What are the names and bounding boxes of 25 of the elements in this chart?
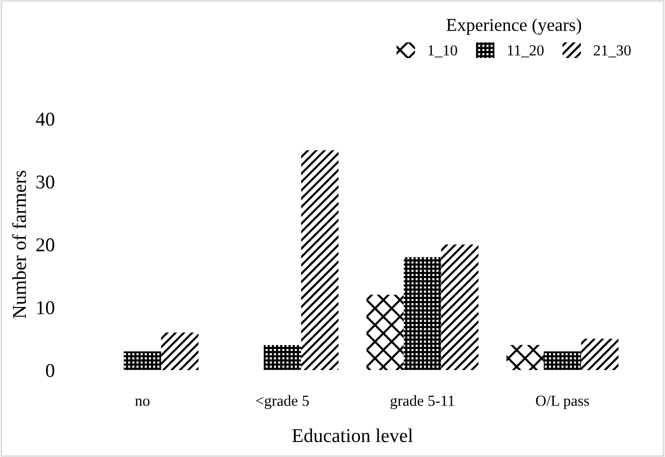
x-axis-title: Education level — [292, 428, 413, 442]
y-tick-label: 0 — [46, 364, 54, 378]
bar — [404, 257, 442, 370]
bar — [161, 332, 198, 370]
x-tick-label: O/L pass — [536, 396, 589, 410]
y-tick-label: 40 — [36, 112, 54, 126]
legend-title: Experience (years) — [446, 18, 582, 35]
bar — [441, 244, 478, 370]
bar — [124, 351, 162, 370]
bar — [301, 150, 338, 370]
bar — [366, 294, 404, 370]
y-tick-label: 20 — [36, 238, 54, 252]
y-tick-label: 30 — [36, 175, 54, 189]
bar — [581, 338, 618, 370]
x-tick-label: <grade 5 — [256, 395, 309, 410]
legend-label: 11_20 — [508, 45, 544, 58]
bar — [544, 351, 582, 370]
legend-label: 1_10 — [428, 45, 458, 58]
bar — [506, 345, 544, 370]
x-tick-label: no — [135, 398, 150, 406]
bar — [264, 345, 302, 370]
y-tick-label: 10 — [37, 301, 54, 314]
y-axis-title: Number of farmers — [12, 170, 26, 318]
x-tick-label: grade 5-11 — [390, 395, 454, 410]
legend-label: 21_30 — [594, 45, 631, 58]
